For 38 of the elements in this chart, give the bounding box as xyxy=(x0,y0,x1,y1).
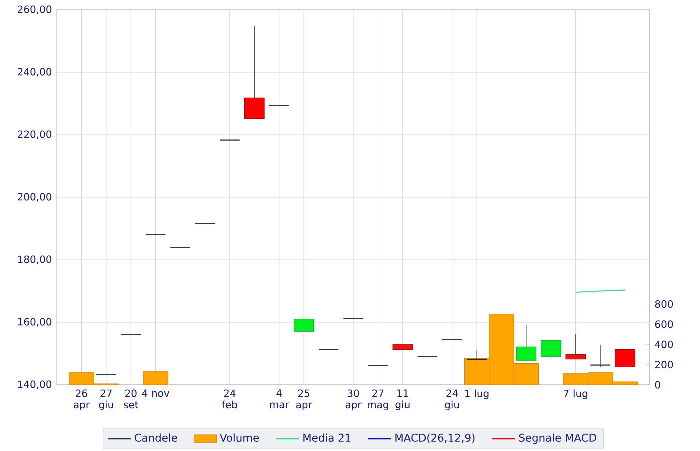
y2-tick-label: 600 xyxy=(655,320,674,328)
y-tick-label: 260,00 xyxy=(18,6,52,14)
y2-tick-label: 800 xyxy=(655,300,674,308)
x-tick-label: 27 giu xyxy=(99,390,114,411)
candlestick xyxy=(615,349,636,368)
y-tick-label: 240,00 xyxy=(18,68,52,77)
legend-label: Segnale MACD xyxy=(519,434,596,444)
x-tick-label: 1 lug xyxy=(466,390,489,400)
x-tick-label: 11 giu xyxy=(396,390,410,410)
candlestick xyxy=(516,324,537,361)
x-tick-label: 30 apr xyxy=(346,390,362,411)
x-tick-label: 20 set xyxy=(124,390,139,409)
candlestick xyxy=(566,334,586,360)
legend-label: Media 21 xyxy=(304,434,351,442)
y-tick-label: 200,00 xyxy=(18,193,52,202)
y-tick-label: 220,00 xyxy=(18,130,52,140)
x-tick-label: 27 mag xyxy=(368,390,388,411)
y2-tick-label: 200 xyxy=(655,361,674,369)
x-tick-label: 25 apr xyxy=(296,390,312,411)
y2-tick-label: 400 xyxy=(655,340,674,348)
x-tick-label: 4 mar xyxy=(270,390,290,408)
x-tick-label: 26 apr xyxy=(74,390,90,411)
x-tick-label: 24 giu xyxy=(445,390,460,411)
x-tick-label: 7 lug xyxy=(564,390,588,400)
legend-label: Candele xyxy=(134,434,178,442)
x-tick-label: 24 feb xyxy=(222,390,238,409)
legend-label: Volume xyxy=(220,434,260,442)
y-tick-label: 140,00 xyxy=(18,380,52,390)
y2-tick-label: 0 xyxy=(655,381,660,389)
candlestick xyxy=(541,340,562,360)
legend-label: MACD(26,12,9) xyxy=(396,434,475,444)
bar xyxy=(143,372,168,385)
candlestick xyxy=(244,26,265,120)
candlestick xyxy=(294,319,314,332)
x-tick-label: 4 nov xyxy=(142,390,170,398)
y-tick-label: 160,00 xyxy=(18,318,52,327)
candlestick xyxy=(590,344,612,368)
y-tick-label: 180,00 xyxy=(18,256,52,264)
